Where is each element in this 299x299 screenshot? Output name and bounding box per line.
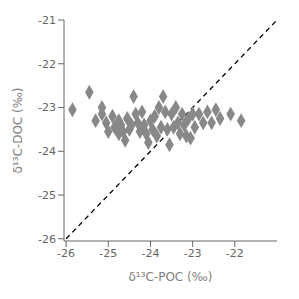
svg-text:-23: -23 <box>38 101 56 114</box>
svg-text:-24: -24 <box>38 145 56 158</box>
svg-text:-24: -24 <box>141 247 159 260</box>
svg-text:-26: -26 <box>57 247 75 260</box>
svg-text:-22: -22 <box>38 58 56 71</box>
svg-text:δ¹³C-POC (‰): δ¹³C-POC (‰) <box>128 270 212 284</box>
svg-text:-25: -25 <box>38 189 56 202</box>
svg-text:-26: -26 <box>38 233 56 246</box>
svg-text:-21: -21 <box>38 14 56 27</box>
svg-text:-25: -25 <box>99 247 117 260</box>
svg-text:δ¹³C-DOC (‰): δ¹³C-DOC (‰) <box>11 87 25 173</box>
svg-text:-22: -22 <box>226 247 244 260</box>
svg-text:-23: -23 <box>184 247 202 260</box>
